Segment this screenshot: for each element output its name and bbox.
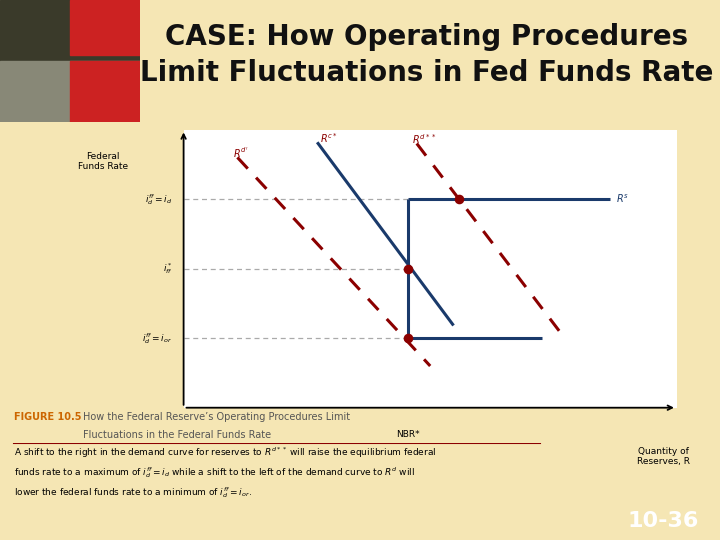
- Point: [402, 264, 413, 273]
- Text: How the Federal Reserve’s Operating Procedures Limit: How the Federal Reserve’s Operating Proc…: [83, 412, 350, 422]
- Text: $R^{c*}$: $R^{c*}$: [320, 131, 338, 145]
- Bar: [0, 60, 140, 122]
- Text: CASE: How Operating Procedures
Limit Fluctuations in Fed Funds Rate: CASE: How Operating Procedures Limit Flu…: [140, 23, 714, 86]
- Text: 10-36: 10-36: [627, 510, 698, 531]
- Text: $R^s$: $R^s$: [616, 193, 629, 205]
- Text: Federal
Funds Rate: Federal Funds Rate: [78, 152, 128, 171]
- Text: $i^{ff}_d = i_{or}$: $i^{ff}_d = i_{or}$: [142, 330, 172, 346]
- Bar: [71, 0, 140, 55]
- Text: $R^{d'}$: $R^{d'}$: [233, 146, 248, 160]
- Bar: [0, 0, 140, 60]
- Text: Fluctuations in the Federal Funds Rate: Fluctuations in the Federal Funds Rate: [83, 430, 271, 440]
- Text: $R^{d**}$: $R^{d**}$: [413, 132, 437, 146]
- Text: Quantity of
Reserves, R: Quantity of Reserves, R: [637, 447, 690, 466]
- Text: NBR*: NBR*: [396, 430, 420, 439]
- Point: [402, 334, 413, 342]
- Text: $i^{ff}_d = i_d$: $i^{ff}_d = i_d$: [145, 192, 172, 207]
- Point: [454, 195, 465, 204]
- Text: A shift to the right in the demand curve for reserves to $R^{d**}$ will raise th: A shift to the right in the demand curve…: [14, 445, 437, 500]
- Text: $i^*_{ff}$: $i^*_{ff}$: [163, 261, 172, 276]
- Bar: [71, 60, 140, 122]
- Text: FIGURE 10.5: FIGURE 10.5: [14, 412, 82, 422]
